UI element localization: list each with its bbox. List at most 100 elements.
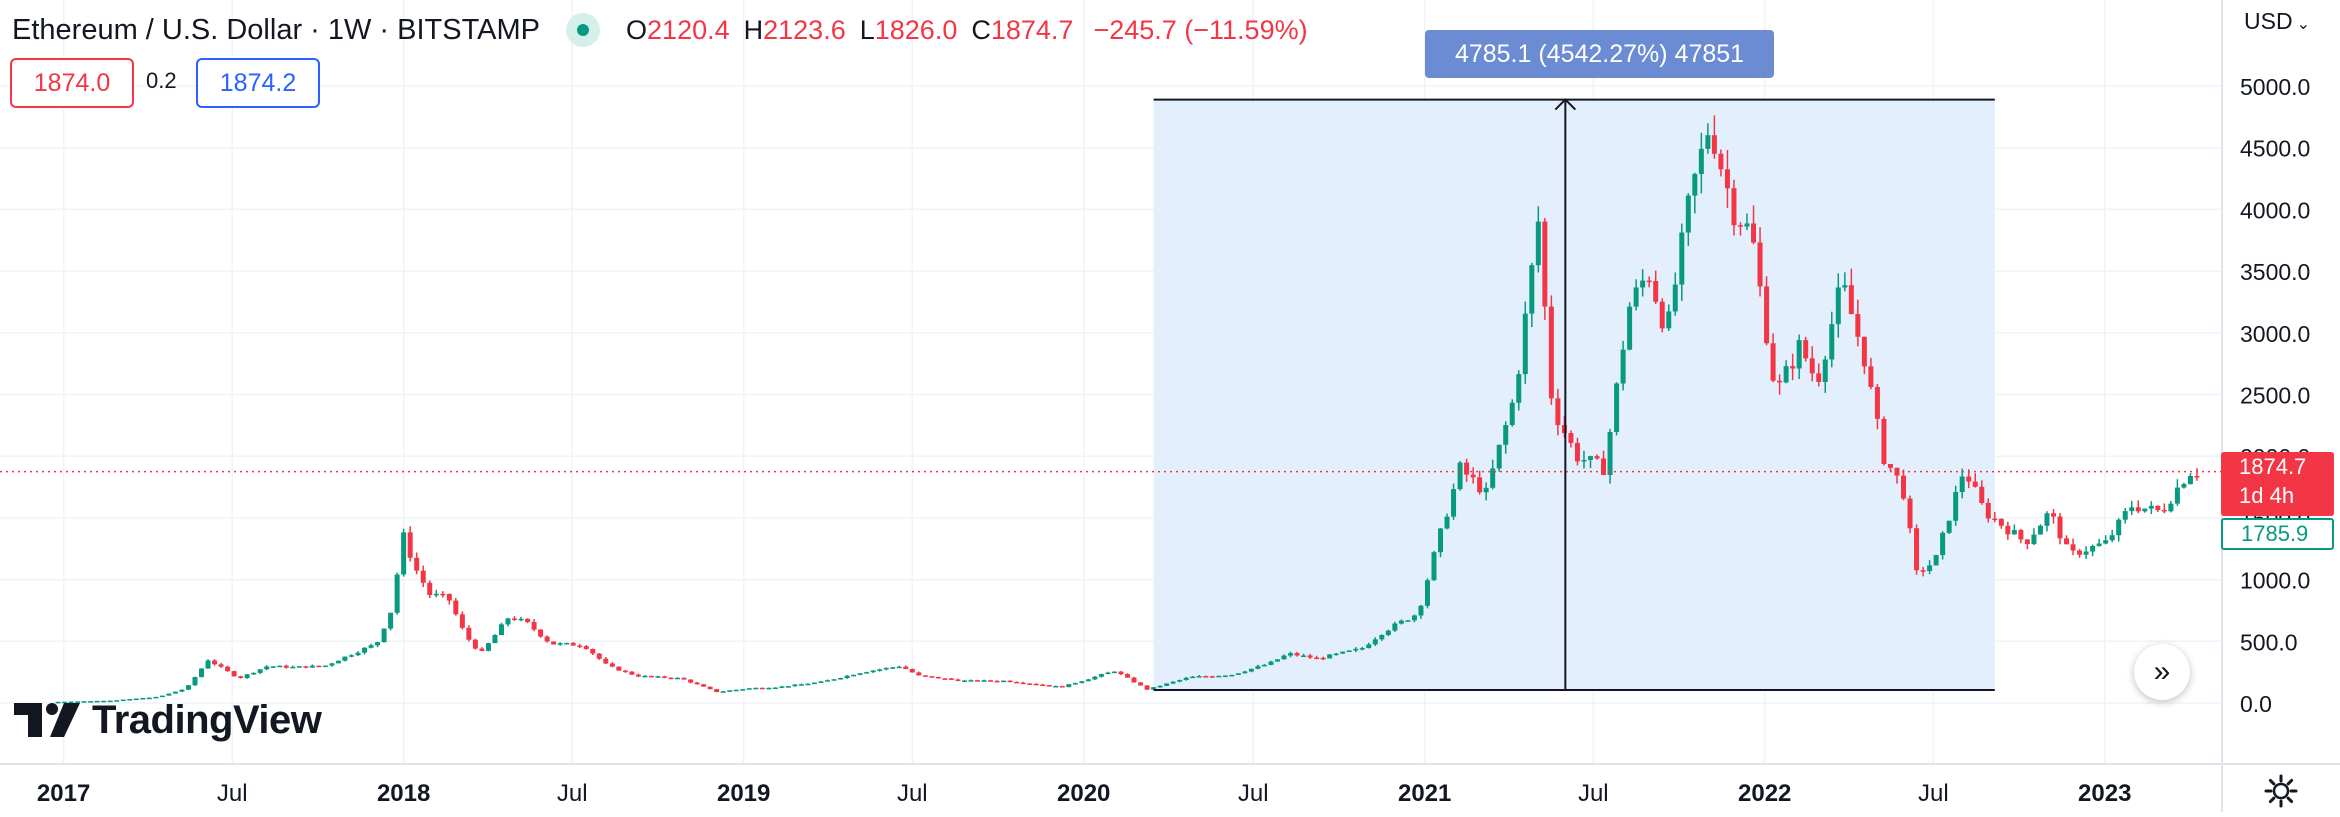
price-axis[interactable]: 5000.04500.04000.03500.03000.02500.02000… (2240, 74, 2310, 717)
candle-body (1007, 680, 1013, 683)
candle-body (1601, 458, 1607, 475)
price-tick-label: 1000.0 (2240, 568, 2310, 594)
candle-body (792, 684, 798, 687)
price-tick-label: 4500.0 (2240, 136, 2310, 162)
candle-body (1366, 644, 1372, 649)
candle-body (740, 689, 746, 691)
bar-countdown: 1d 4h (2239, 483, 2295, 508)
candle-body (1979, 486, 1985, 503)
candle-body (1451, 489, 1457, 517)
candle-body (1731, 188, 1737, 226)
candle-body (68, 701, 74, 704)
candle-body (1125, 674, 1130, 678)
time-tick-label: Jul (897, 780, 928, 807)
candle-body (2187, 475, 2193, 485)
candle-body (1457, 462, 1463, 490)
candle-body (101, 700, 107, 703)
candle-body (1816, 373, 1822, 382)
price-tick-label: 5000.0 (2240, 74, 2310, 100)
candle-body (329, 663, 335, 666)
candle-body (492, 635, 498, 644)
candle-body (1477, 477, 1483, 493)
candle-body (1946, 520, 1952, 533)
date-price-range-lines (0, 98, 2222, 692)
tradingview-logo[interactable]: TradingView (14, 698, 322, 742)
candle-body (622, 670, 628, 673)
scroll-to-realtime-button[interactable]: » (2134, 644, 2190, 700)
candle-body (955, 679, 961, 681)
candle-body (440, 593, 446, 596)
buy-price-button[interactable]: 1874.2 (196, 58, 320, 108)
candle-body (355, 652, 361, 656)
candle-body (1509, 402, 1515, 426)
sell-price-button[interactable]: 1874.0 (10, 58, 134, 108)
candle-body (727, 690, 733, 692)
candle-body (1803, 340, 1809, 359)
candle-body (368, 645, 374, 648)
candle-body (1183, 677, 1189, 680)
candle-body (1431, 552, 1437, 581)
time-tick-label: Jul (217, 780, 248, 807)
settings-gear-icon[interactable] (2264, 774, 2298, 808)
candle-body (1737, 225, 1743, 227)
candle-body (1288, 653, 1294, 656)
candle-body (1131, 677, 1137, 683)
candle-body (1281, 655, 1287, 660)
candle-body (961, 680, 967, 683)
low-value: 1826.0 (874, 14, 958, 45)
price-tick-label: 4000.0 (2240, 197, 2310, 223)
candle-body (720, 691, 726, 693)
candle-body (2194, 475, 2200, 478)
high-key: H (743, 14, 764, 45)
time-tick-label: Jul (1918, 780, 1949, 807)
candle-body (1653, 281, 1659, 302)
candle-body (1033, 683, 1039, 686)
candle-body (498, 624, 504, 636)
candle-body (81, 701, 87, 703)
candle-body (2005, 525, 2011, 535)
candle-body (342, 656, 348, 661)
candle-body (2155, 505, 2161, 510)
candle-body (1268, 661, 1274, 665)
time-axis[interactable]: 2017 Jul 2018 Jul 2019 Jul 2020 Jul 2021 Jul 2022 J… (37, 780, 2131, 807)
market-status-icon[interactable] (566, 13, 601, 47)
candle-body (120, 699, 126, 702)
time-tick-label: Jul (557, 780, 588, 807)
low-key: L (859, 14, 875, 45)
candle-body (335, 660, 341, 664)
symbol-title[interactable]: Ethereum / U.S. Dollar · 1W · BITSTAMP (12, 13, 541, 46)
ohlc-values: O2120.4 H2123.6 L1826.0 C1874.7 −245.7 (… (626, 15, 1308, 46)
candle-body (1216, 675, 1222, 678)
candle-body (642, 675, 648, 678)
candle-body (309, 665, 315, 668)
candle-body (2109, 535, 2115, 541)
candle-body (1633, 287, 1639, 307)
candle-body (1222, 675, 1228, 678)
candle-body (1614, 383, 1620, 433)
candle-body (277, 665, 283, 668)
candle-body (1301, 655, 1307, 657)
tradingview-logo-icon (14, 703, 80, 737)
candle-body (1307, 655, 1313, 658)
candle-body (1627, 306, 1633, 350)
candle-body (231, 671, 237, 677)
candle-body (811, 682, 817, 685)
candle-body (1620, 349, 1626, 384)
candle-body (2181, 484, 2187, 488)
candle-body (877, 669, 883, 671)
candle-body (1027, 683, 1033, 685)
candle-body (883, 667, 889, 670)
candle-body (596, 653, 602, 659)
currency-dropdown[interactable]: USD ⌄ (2244, 8, 2310, 35)
candle-body (1190, 676, 1196, 679)
date-price-range-fill[interactable] (1153, 99, 1995, 691)
candle-body (1887, 463, 1893, 468)
candle-body (381, 628, 387, 643)
candle-body (2031, 534, 2037, 545)
candle-body (1340, 651, 1346, 654)
candle-body (2024, 539, 2030, 545)
candle-body (2161, 509, 2167, 512)
time-tick-label: 2020 (1057, 780, 1110, 807)
candle-body (75, 701, 81, 703)
